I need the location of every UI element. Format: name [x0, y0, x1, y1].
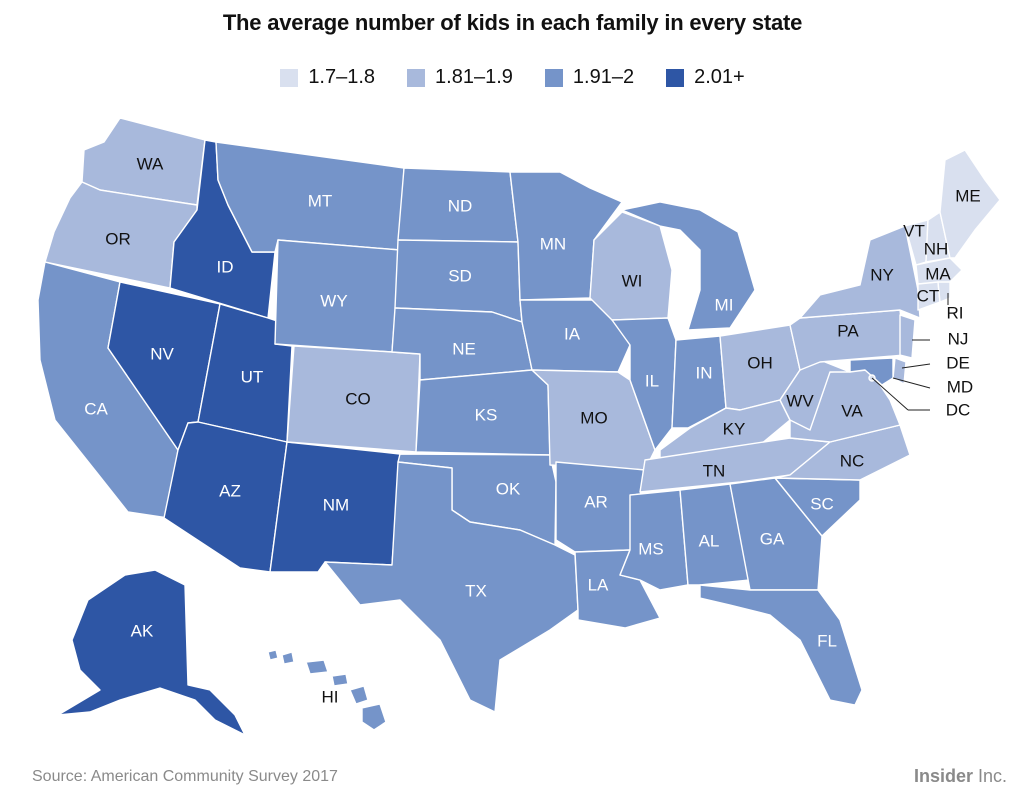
label-nm: NM [323, 495, 349, 514]
brand-light: Inc. [972, 766, 1007, 786]
legend-item-1: 1.7–1.8 [280, 66, 375, 89]
label-nj: NJ [948, 329, 969, 348]
state-fl [699, 584, 863, 706]
insider-inc-logo: Insider Inc. [914, 766, 1007, 787]
label-nv: NV [150, 344, 174, 363]
brand-bold: Insider [913, 766, 973, 786]
label-de: DE [946, 353, 970, 372]
label-ne: NE [452, 339, 476, 358]
state-ri [937, 281, 951, 303]
state-hi [267, 649, 387, 731]
state-tx [324, 461, 579, 713]
map-title: The average number of kids in each famil… [222, 10, 803, 35]
legend-label-2: 1.81–1.9 [435, 66, 513, 88]
label-vt: VT [903, 221, 925, 240]
label-in: IN [696, 363, 713, 382]
label-sc: SC [810, 494, 834, 513]
state-co [286, 345, 421, 453]
state-ny [799, 225, 921, 319]
label-oh: OH [747, 353, 773, 372]
label-ms: MS [638, 539, 664, 558]
label-la: LA [588, 575, 609, 594]
label-dc: DC [946, 400, 971, 419]
label-mt: MT [308, 191, 333, 210]
label-wa: WA [137, 154, 164, 173]
label-az: AZ [219, 481, 241, 500]
label-tx: TX [465, 581, 487, 600]
state-mi [621, 201, 756, 331]
label-mo: MO [580, 408, 607, 427]
label-nd: ND [448, 196, 473, 215]
state-ga [729, 477, 823, 591]
label-ak: AK [131, 621, 154, 640]
label-me: ME [955, 186, 981, 205]
state-ak [57, 569, 246, 736]
label-id: ID [217, 257, 234, 276]
label-nc: NC [840, 451, 865, 470]
state-md [849, 357, 894, 386]
label-tn: TN [703, 461, 726, 480]
label-ut: UT [241, 367, 264, 386]
source-note: Source: American Community Survey 2017 [32, 768, 338, 785]
state-me [939, 149, 1001, 259]
label-wv: WV [786, 391, 814, 410]
label-wy: WY [320, 291, 347, 310]
label-ny: NY [870, 265, 894, 284]
state-il [611, 317, 677, 451]
label-va: VA [841, 401, 863, 420]
label-ia: IA [564, 324, 581, 343]
legend-swatch-1 [280, 68, 299, 87]
legend-label-3: 1.91–2 [572, 66, 635, 88]
label-sd: SD [448, 266, 472, 285]
state-wi [589, 211, 673, 321]
label-or: OR [105, 229, 131, 248]
label-ky: KY [723, 419, 746, 438]
label-md: MD [947, 377, 973, 396]
legend-swatch-3 [544, 68, 563, 87]
label-ar: AR [584, 492, 608, 511]
label-il: IL [645, 371, 659, 390]
state-nj [899, 314, 916, 359]
legend-swatch-2 [407, 68, 426, 87]
label-fl: FL [817, 631, 837, 650]
label-ri: RI [947, 303, 964, 322]
label-ga: GA [760, 529, 785, 548]
label-ct: CT [917, 286, 940, 305]
label-mn: MN [540, 234, 566, 253]
legend-item-3: 1.91–2 [544, 66, 635, 89]
label-mi: MI [715, 295, 734, 314]
legend-label-1: 1.7–1.8 [308, 66, 376, 88]
label-wi: WI [622, 271, 643, 290]
legend-swatch-4 [666, 68, 685, 87]
legend-label-4: 2.01+ [694, 66, 745, 88]
label-ok: OK [496, 479, 521, 498]
label-nh: NH [924, 239, 949, 258]
legend-item-4: 2.01+ [666, 66, 745, 89]
legend: 1.7–1.8 1.81–1.9 1.91–2 2.01+ [0, 66, 1025, 89]
label-ca: CA [84, 399, 108, 418]
label-ks: KS [475, 405, 498, 424]
callout-lines [871, 293, 949, 411]
label-hi: HI [322, 687, 339, 706]
label-co: CO [345, 389, 371, 408]
label-pa: PA [837, 321, 859, 340]
legend-item-2: 1.81–1.9 [407, 66, 513, 89]
state-ma [915, 257, 963, 285]
state-al [679, 483, 751, 586]
label-al: AL [699, 531, 720, 550]
label-ma: MA [925, 264, 951, 283]
